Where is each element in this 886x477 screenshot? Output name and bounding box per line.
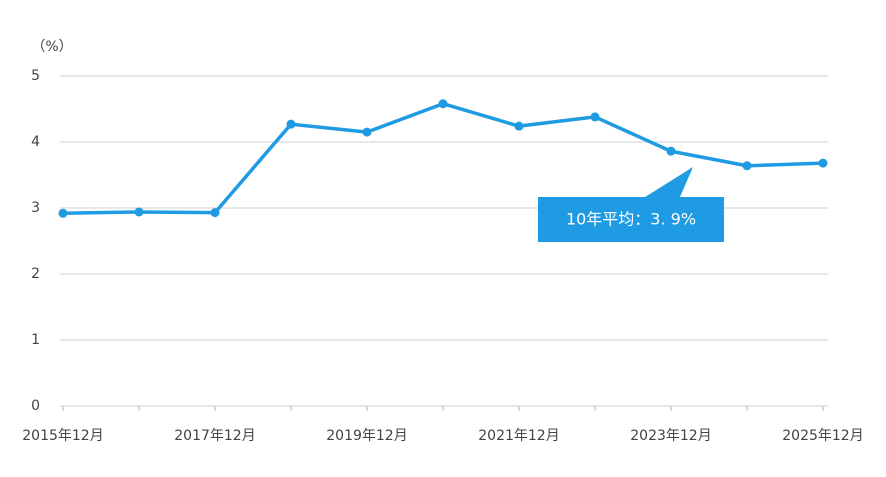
data-point: [134, 207, 144, 217]
data-point: [514, 121, 524, 131]
data-point: [210, 208, 220, 218]
x-tick-label: 2019年12月: [326, 428, 407, 444]
y-tick-label: 0: [31, 398, 40, 414]
annotation-box: [538, 167, 724, 242]
data-line: [62, 101, 824, 216]
data-point: [666, 146, 676, 156]
data-point: [362, 127, 372, 137]
y-tick-label: 4: [31, 134, 40, 150]
data-point: [58, 208, 68, 218]
data-point: [742, 161, 752, 171]
y-tick-label: 2: [31, 266, 40, 282]
x-tick-label: 2025年12月: [782, 428, 863, 444]
x-tick-label: 2023年12月: [630, 428, 711, 444]
annotation: 10年平均：3. 9%: [566, 210, 696, 229]
y-tick-label: 1: [31, 332, 40, 348]
y-tick-label: 5: [31, 68, 40, 84]
y-tick-label: 3: [31, 200, 40, 216]
y-axis-label: （%）: [31, 39, 72, 55]
data-point: [590, 112, 600, 122]
data-point: [438, 99, 448, 109]
x-tick-label: 2015年12月: [22, 428, 103, 444]
x-tick-label: 2021年12月: [478, 428, 559, 444]
data-point: [818, 158, 828, 168]
x-tick-label: 2017年12月: [174, 428, 255, 444]
data-point: [286, 119, 296, 129]
